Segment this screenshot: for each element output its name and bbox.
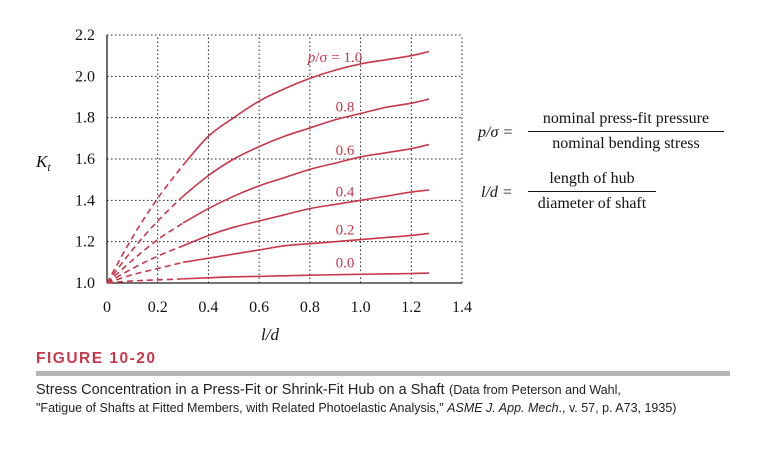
y-tick-label: 2.0 <box>75 68 95 85</box>
equation-denominator: nominal bending stress <box>552 135 700 152</box>
stress-concentration-chart: 1.01.21.41.61.82.02.2 0 0.2 0.4 0.6 0.8 1.0 1.… <box>35 27 472 344</box>
curve-label: 0.2 <box>336 222 355 238</box>
grid <box>106 34 463 284</box>
curve-solid-segment <box>182 50 430 166</box>
x-tick-label: 0.8 <box>300 299 320 316</box>
y-tick-label: 1.8 <box>75 110 95 127</box>
curve-dashed-segment <box>106 195 184 284</box>
y-tick-label: 1.0 <box>75 275 95 292</box>
x-tick-label: 0.6 <box>249 299 269 316</box>
curve-solid-segment <box>182 189 430 247</box>
curve-solid-segment <box>183 272 430 280</box>
curve-solid-segment <box>182 143 430 224</box>
x-tick-label: 1.0 <box>351 299 371 316</box>
curve-label: 0.8 <box>336 99 355 115</box>
equation-numerator: length of hub <box>528 170 656 192</box>
x-tick-label: 1.4 <box>452 299 472 316</box>
x-tick-label: 0.4 <box>198 299 218 316</box>
figure-caption: Stress Concentration in a Press-Fit or S… <box>36 381 746 415</box>
x-tick-labels: 0 0.2 0.4 0.6 0.8 1.0 1.2 1.4 <box>103 299 472 316</box>
y-tick-label: 1.4 <box>75 192 95 209</box>
curve-dashed-segment <box>106 278 184 284</box>
curves <box>106 50 430 284</box>
equation-fraction: length of hub diameter of shaft <box>528 170 656 213</box>
curve-dashed-segment <box>106 222 184 284</box>
caption-source-2: "Fatigue of Shafts at Fitted Members, wi… <box>36 401 677 415</box>
y-tick-labels: 1.0 1.2 1.4 1.6 1.8 2.0 2.2 <box>75 27 95 292</box>
figure-label: FIGURE 10-20 <box>36 350 157 367</box>
curve-solid-segment <box>182 98 430 197</box>
y-tick-label: 1.6 <box>75 151 95 168</box>
curve-label: p/σ = 1.0 <box>307 50 362 66</box>
y-tick-label: 1.2 <box>75 234 95 251</box>
curve-label: 0.6 <box>336 143 355 159</box>
x-axis-label: l/d <box>261 325 279 344</box>
y-tick-label: 2.2 <box>75 27 95 44</box>
x-tick-label: 0.2 <box>148 299 168 316</box>
curve-label: 0.4 <box>336 185 355 201</box>
curve-label: 0.0 <box>336 256 355 272</box>
caption-source-1: (Data from Peterson and Wahl, <box>449 383 621 397</box>
equation-lhs: l/d = <box>481 184 513 201</box>
caption-title: Stress Concentration in a Press-Fit or S… <box>36 382 445 398</box>
equation-lhs: p/σ = <box>478 124 514 141</box>
y-axis-label: Kt <box>35 152 51 174</box>
x-tick-label: 1.2 <box>401 299 421 316</box>
equation-denominator: diameter of shaft <box>537 195 647 212</box>
curve-dashed-segment <box>106 164 184 284</box>
curve-labels: p/σ = 1.0 0.8 0.6 0.4 0.2 0.0 <box>307 50 362 272</box>
equation-numerator: nominal press-fit pressure <box>528 110 724 132</box>
equation-fraction: nominal press-fit pressure nominal bendi… <box>528 110 724 153</box>
curve-solid-segment <box>182 232 430 264</box>
figure-divider <box>36 371 730 376</box>
curve-dashed-segment <box>106 261 184 284</box>
curve-dashed-segment <box>106 245 184 284</box>
x-tick-label: 0 <box>103 299 111 316</box>
